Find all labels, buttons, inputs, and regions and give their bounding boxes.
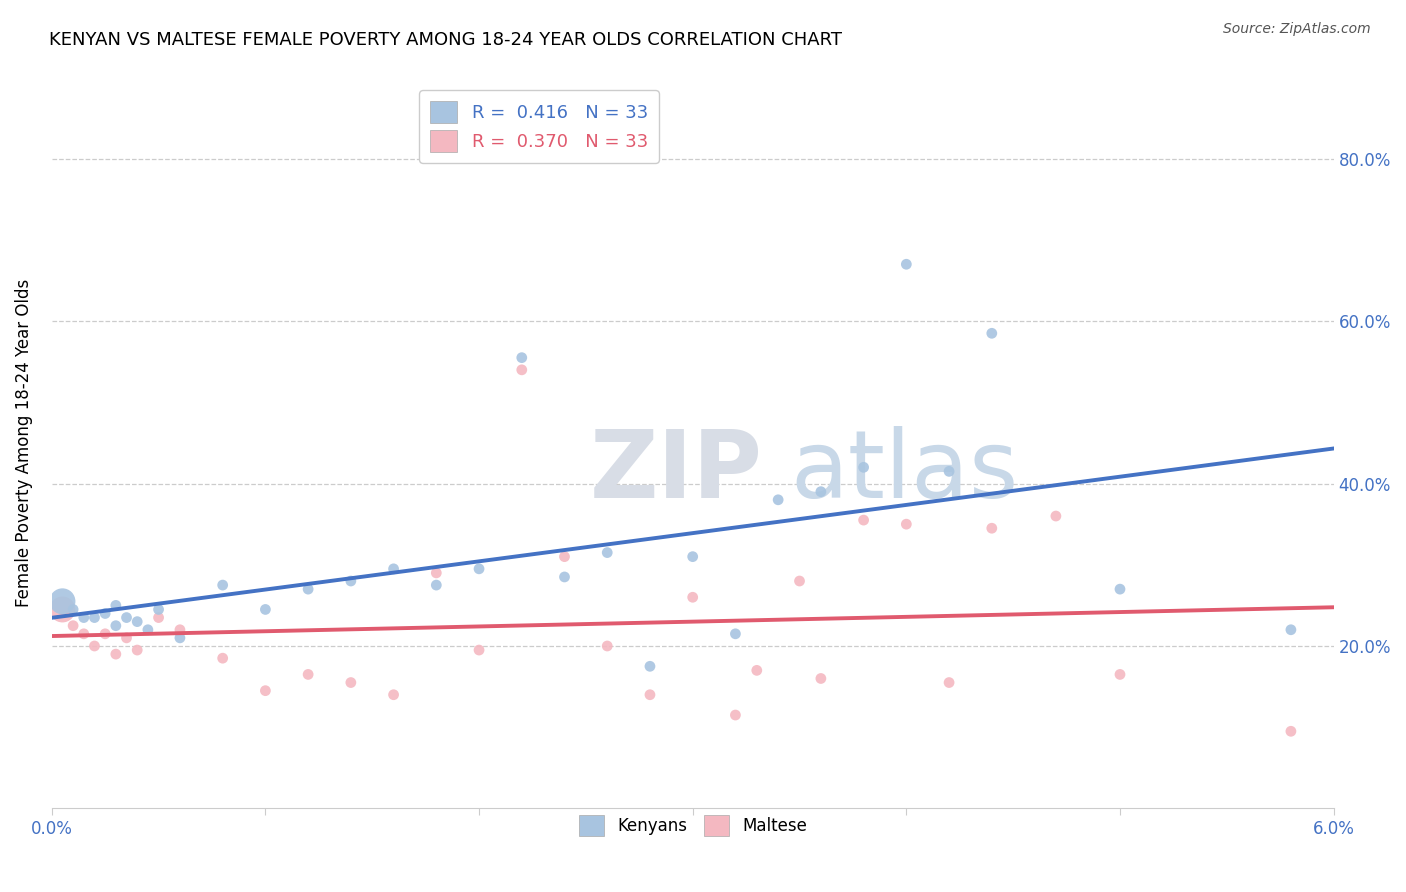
Point — [73, 610, 96, 624]
Point — [382, 688, 405, 702]
Point — [169, 631, 191, 645]
Point — [724, 708, 747, 723]
Point — [1045, 509, 1067, 524]
Point — [1109, 667, 1132, 681]
Point — [104, 647, 127, 661]
Point — [127, 643, 149, 657]
Point — [682, 591, 704, 605]
Point — [980, 326, 1002, 341]
Point — [136, 623, 159, 637]
Point — [169, 623, 191, 637]
Point — [62, 618, 84, 632]
Point — [254, 602, 277, 616]
Text: Source: ZipAtlas.com: Source: ZipAtlas.com — [1223, 22, 1371, 37]
Point — [1279, 623, 1302, 637]
Point — [94, 607, 117, 621]
Point — [896, 257, 918, 271]
Y-axis label: Female Poverty Among 18-24 Year Olds: Female Poverty Among 18-24 Year Olds — [15, 279, 32, 607]
Text: ZIP: ZIP — [591, 426, 763, 518]
Point — [510, 363, 533, 377]
Point — [638, 688, 661, 702]
Point — [1279, 724, 1302, 739]
Point — [468, 562, 491, 576]
Point — [104, 599, 127, 613]
Point — [789, 574, 811, 588]
Point — [510, 351, 533, 365]
Text: KENYAN VS MALTESE FEMALE POVERTY AMONG 18-24 YEAR OLDS CORRELATION CHART: KENYAN VS MALTESE FEMALE POVERTY AMONG 1… — [49, 31, 842, 49]
Point — [148, 610, 170, 624]
Point — [127, 615, 149, 629]
Point — [468, 643, 491, 657]
Point — [852, 460, 875, 475]
Point — [596, 545, 619, 559]
Point — [896, 517, 918, 532]
Point — [148, 602, 170, 616]
Text: atlas: atlas — [790, 426, 1018, 518]
Point — [340, 574, 363, 588]
Point — [425, 578, 447, 592]
Point — [638, 659, 661, 673]
Point — [938, 675, 960, 690]
Point — [51, 602, 73, 616]
Point — [83, 639, 105, 653]
Point — [83, 610, 105, 624]
Point — [766, 492, 789, 507]
Point — [115, 631, 138, 645]
Point — [810, 484, 832, 499]
Point — [1109, 582, 1132, 596]
Point — [596, 639, 619, 653]
Point — [94, 627, 117, 641]
Point — [340, 675, 363, 690]
Point — [724, 627, 747, 641]
Point — [211, 651, 233, 665]
Point — [745, 664, 768, 678]
Point — [682, 549, 704, 564]
Point — [211, 578, 233, 592]
Point — [297, 667, 319, 681]
Point — [297, 582, 319, 596]
Point — [254, 683, 277, 698]
Point — [51, 594, 73, 608]
Point — [425, 566, 447, 580]
Point — [810, 672, 832, 686]
Point — [73, 627, 96, 641]
Point — [553, 570, 575, 584]
Point — [938, 464, 960, 478]
Point — [852, 513, 875, 527]
Point — [553, 549, 575, 564]
Point — [104, 618, 127, 632]
Point — [62, 602, 84, 616]
Point — [382, 562, 405, 576]
Point — [115, 610, 138, 624]
Legend: Kenyans, Maltese: Kenyans, Maltese — [571, 807, 815, 844]
Point — [980, 521, 1002, 535]
